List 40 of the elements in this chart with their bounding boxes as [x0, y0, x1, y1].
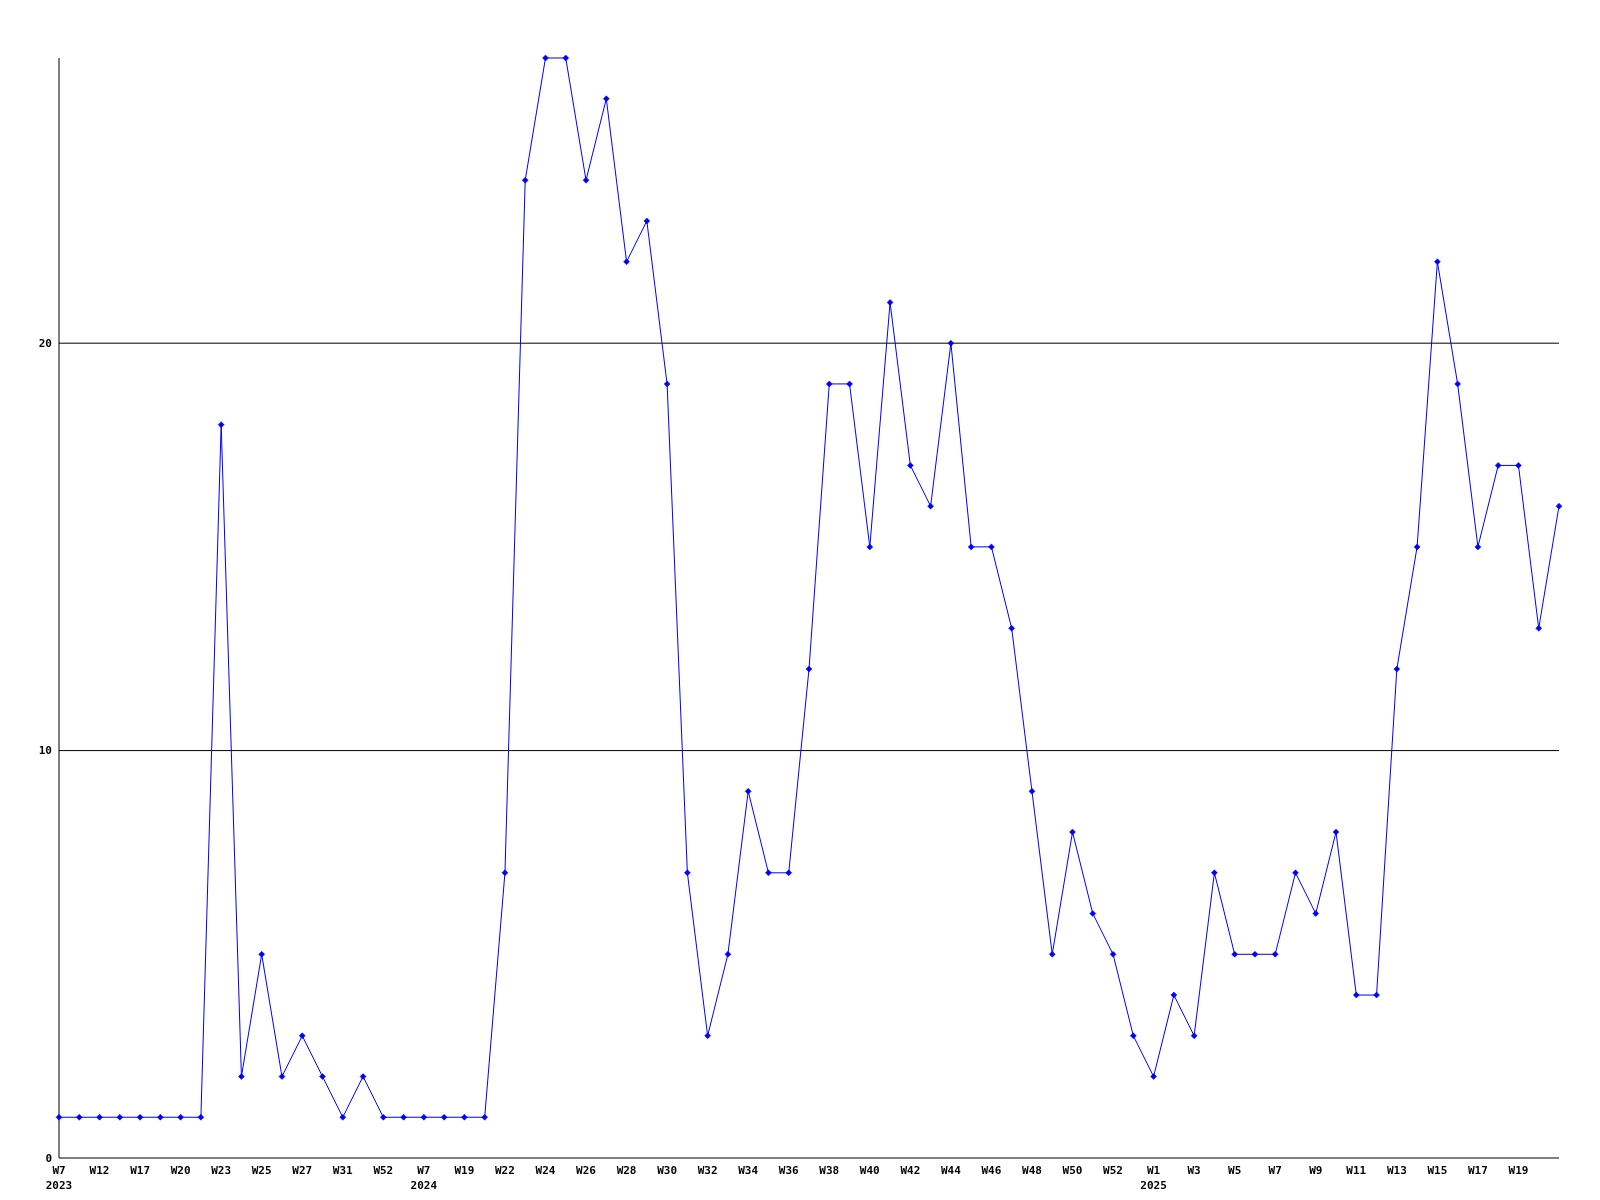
x-tick-label: W20 [170, 1164, 191, 1177]
x-tick-label: W34 [738, 1164, 759, 1177]
x-tick-label: W19 [454, 1164, 475, 1177]
x-tick-label: W22 [495, 1164, 515, 1177]
x-tick-label: W23 [211, 1164, 232, 1177]
x-tick-label: W44 [940, 1164, 962, 1177]
x-tick-label: W13 [1386, 1164, 1407, 1177]
x-tick-label: W50 [1062, 1164, 1083, 1177]
x-tick-label: W28 [616, 1164, 637, 1177]
x-tick-label: W17 [1467, 1164, 1488, 1177]
x-tick-label: W7 2024 [410, 1164, 438, 1192]
x-tick-label: W19 [1508, 1164, 1529, 1177]
x-tick-label: W15 [1427, 1164, 1448, 1177]
x-tick-label: W52 [373, 1164, 394, 1177]
x-tick-label: W42 [900, 1164, 921, 1177]
x-tick-label: W46 [981, 1164, 1002, 1177]
x-tick-label: W27 [292, 1164, 313, 1177]
x-tick-label: W26 [576, 1164, 597, 1177]
x-tick-label: W3 [1187, 1164, 1201, 1177]
x-tick-label: W7 [1268, 1164, 1282, 1177]
x-tick-label: W25 [251, 1164, 272, 1177]
x-tick-label: W5 [1228, 1164, 1242, 1177]
y-tick-label: 10 [38, 744, 52, 758]
x-tick-label: W12 [89, 1164, 110, 1177]
x-tick-label: W36 [778, 1164, 800, 1177]
y-tick-label: 0 [45, 1151, 52, 1165]
x-tick-label: W32 [697, 1164, 718, 1177]
x-tick-label: W48 [1022, 1164, 1042, 1177]
x-tick-label: W17 [130, 1164, 151, 1177]
y-tick-label: 20 [38, 337, 52, 351]
x-tick-label: W7 2023 [45, 1164, 73, 1192]
x-tick-label: W40 [859, 1164, 880, 1177]
x-tick-label: W38 [819, 1164, 840, 1177]
x-tick-label: W31 [332, 1164, 354, 1177]
x-tick-label: W52 [1103, 1164, 1123, 1177]
x-tick-label: W9 [1309, 1164, 1323, 1177]
x-tick-label: W11 [1346, 1164, 1367, 1177]
x-tick-label: W1 2025 [1140, 1164, 1167, 1192]
x-tick-label: W30 [657, 1164, 678, 1177]
x-tick-label: W24 [535, 1164, 556, 1177]
